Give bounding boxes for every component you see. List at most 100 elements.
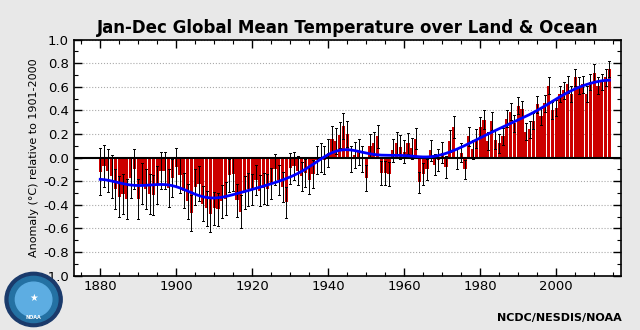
- Bar: [140, 157, 143, 183]
- Bar: [589, 82, 592, 157]
- Bar: [182, 157, 186, 191]
- Bar: [540, 116, 543, 157]
- Bar: [148, 157, 151, 194]
- Bar: [483, 120, 486, 157]
- Bar: [513, 123, 516, 157]
- Bar: [254, 157, 258, 180]
- Bar: [547, 85, 550, 157]
- Bar: [315, 157, 319, 160]
- Bar: [494, 140, 497, 157]
- Bar: [532, 121, 535, 157]
- Text: ★: ★: [29, 293, 38, 303]
- Bar: [156, 157, 159, 185]
- Bar: [436, 157, 440, 160]
- Bar: [220, 157, 223, 201]
- Bar: [205, 157, 208, 208]
- Bar: [543, 103, 547, 157]
- Bar: [372, 144, 376, 157]
- Bar: [346, 134, 349, 157]
- Bar: [486, 141, 490, 157]
- Bar: [429, 150, 433, 157]
- Bar: [224, 157, 227, 199]
- Y-axis label: Anomaly (°C) relative to 1901-2000: Anomaly (°C) relative to 1901-2000: [29, 58, 39, 257]
- Bar: [179, 157, 182, 175]
- Bar: [197, 157, 200, 183]
- Bar: [247, 157, 250, 189]
- Bar: [369, 146, 372, 157]
- Bar: [167, 157, 170, 188]
- Bar: [414, 139, 417, 157]
- Bar: [159, 157, 163, 171]
- Bar: [308, 157, 311, 180]
- Bar: [467, 136, 470, 157]
- Bar: [330, 139, 333, 157]
- Bar: [558, 94, 562, 157]
- Bar: [236, 157, 239, 200]
- Bar: [118, 157, 121, 196]
- Bar: [410, 148, 413, 157]
- Bar: [509, 112, 512, 157]
- Bar: [106, 157, 109, 171]
- Bar: [289, 157, 292, 168]
- Bar: [551, 110, 554, 157]
- Bar: [479, 127, 482, 157]
- Bar: [136, 157, 140, 199]
- Bar: [403, 152, 406, 157]
- Text: NCDC/NESDIS/NOAA: NCDC/NESDIS/NOAA: [497, 314, 622, 323]
- Bar: [566, 84, 569, 157]
- Bar: [258, 157, 261, 191]
- Bar: [444, 157, 447, 167]
- Bar: [239, 157, 243, 212]
- Bar: [171, 157, 174, 178]
- Bar: [349, 157, 353, 159]
- Bar: [399, 147, 402, 157]
- Bar: [122, 157, 125, 194]
- Bar: [365, 157, 368, 178]
- Bar: [216, 157, 220, 210]
- Bar: [555, 108, 558, 157]
- Bar: [186, 157, 189, 201]
- Bar: [497, 144, 501, 157]
- Bar: [536, 105, 539, 157]
- Bar: [304, 157, 307, 173]
- Bar: [273, 157, 276, 169]
- Bar: [132, 157, 136, 169]
- Bar: [452, 127, 455, 157]
- Bar: [209, 157, 212, 214]
- Bar: [114, 157, 117, 189]
- Bar: [326, 153, 330, 157]
- Bar: [323, 157, 326, 160]
- Bar: [338, 135, 341, 157]
- Bar: [292, 157, 296, 166]
- Bar: [406, 144, 410, 157]
- Bar: [463, 157, 467, 169]
- Bar: [570, 94, 573, 157]
- Bar: [380, 157, 383, 173]
- Bar: [281, 157, 284, 187]
- Bar: [505, 119, 508, 157]
- Bar: [277, 157, 280, 180]
- Bar: [300, 157, 303, 177]
- Bar: [490, 121, 493, 157]
- Bar: [593, 73, 596, 157]
- Title: Jan-Dec Global Mean Temperature over Land & Ocean: Jan-Dec Global Mean Temperature over Lan…: [97, 19, 598, 37]
- Bar: [391, 150, 394, 157]
- Bar: [387, 157, 390, 174]
- Bar: [395, 144, 398, 157]
- Bar: [152, 157, 155, 195]
- Bar: [501, 136, 504, 157]
- Circle shape: [10, 277, 58, 323]
- Bar: [426, 157, 429, 169]
- Bar: [201, 157, 204, 204]
- Bar: [312, 157, 315, 174]
- Bar: [448, 141, 451, 157]
- Circle shape: [5, 272, 62, 327]
- Bar: [528, 129, 531, 157]
- Bar: [212, 157, 216, 208]
- Bar: [228, 157, 231, 175]
- Bar: [418, 157, 421, 182]
- Bar: [596, 85, 600, 157]
- Bar: [296, 157, 300, 171]
- Bar: [524, 132, 527, 157]
- Text: NOAA: NOAA: [26, 315, 42, 320]
